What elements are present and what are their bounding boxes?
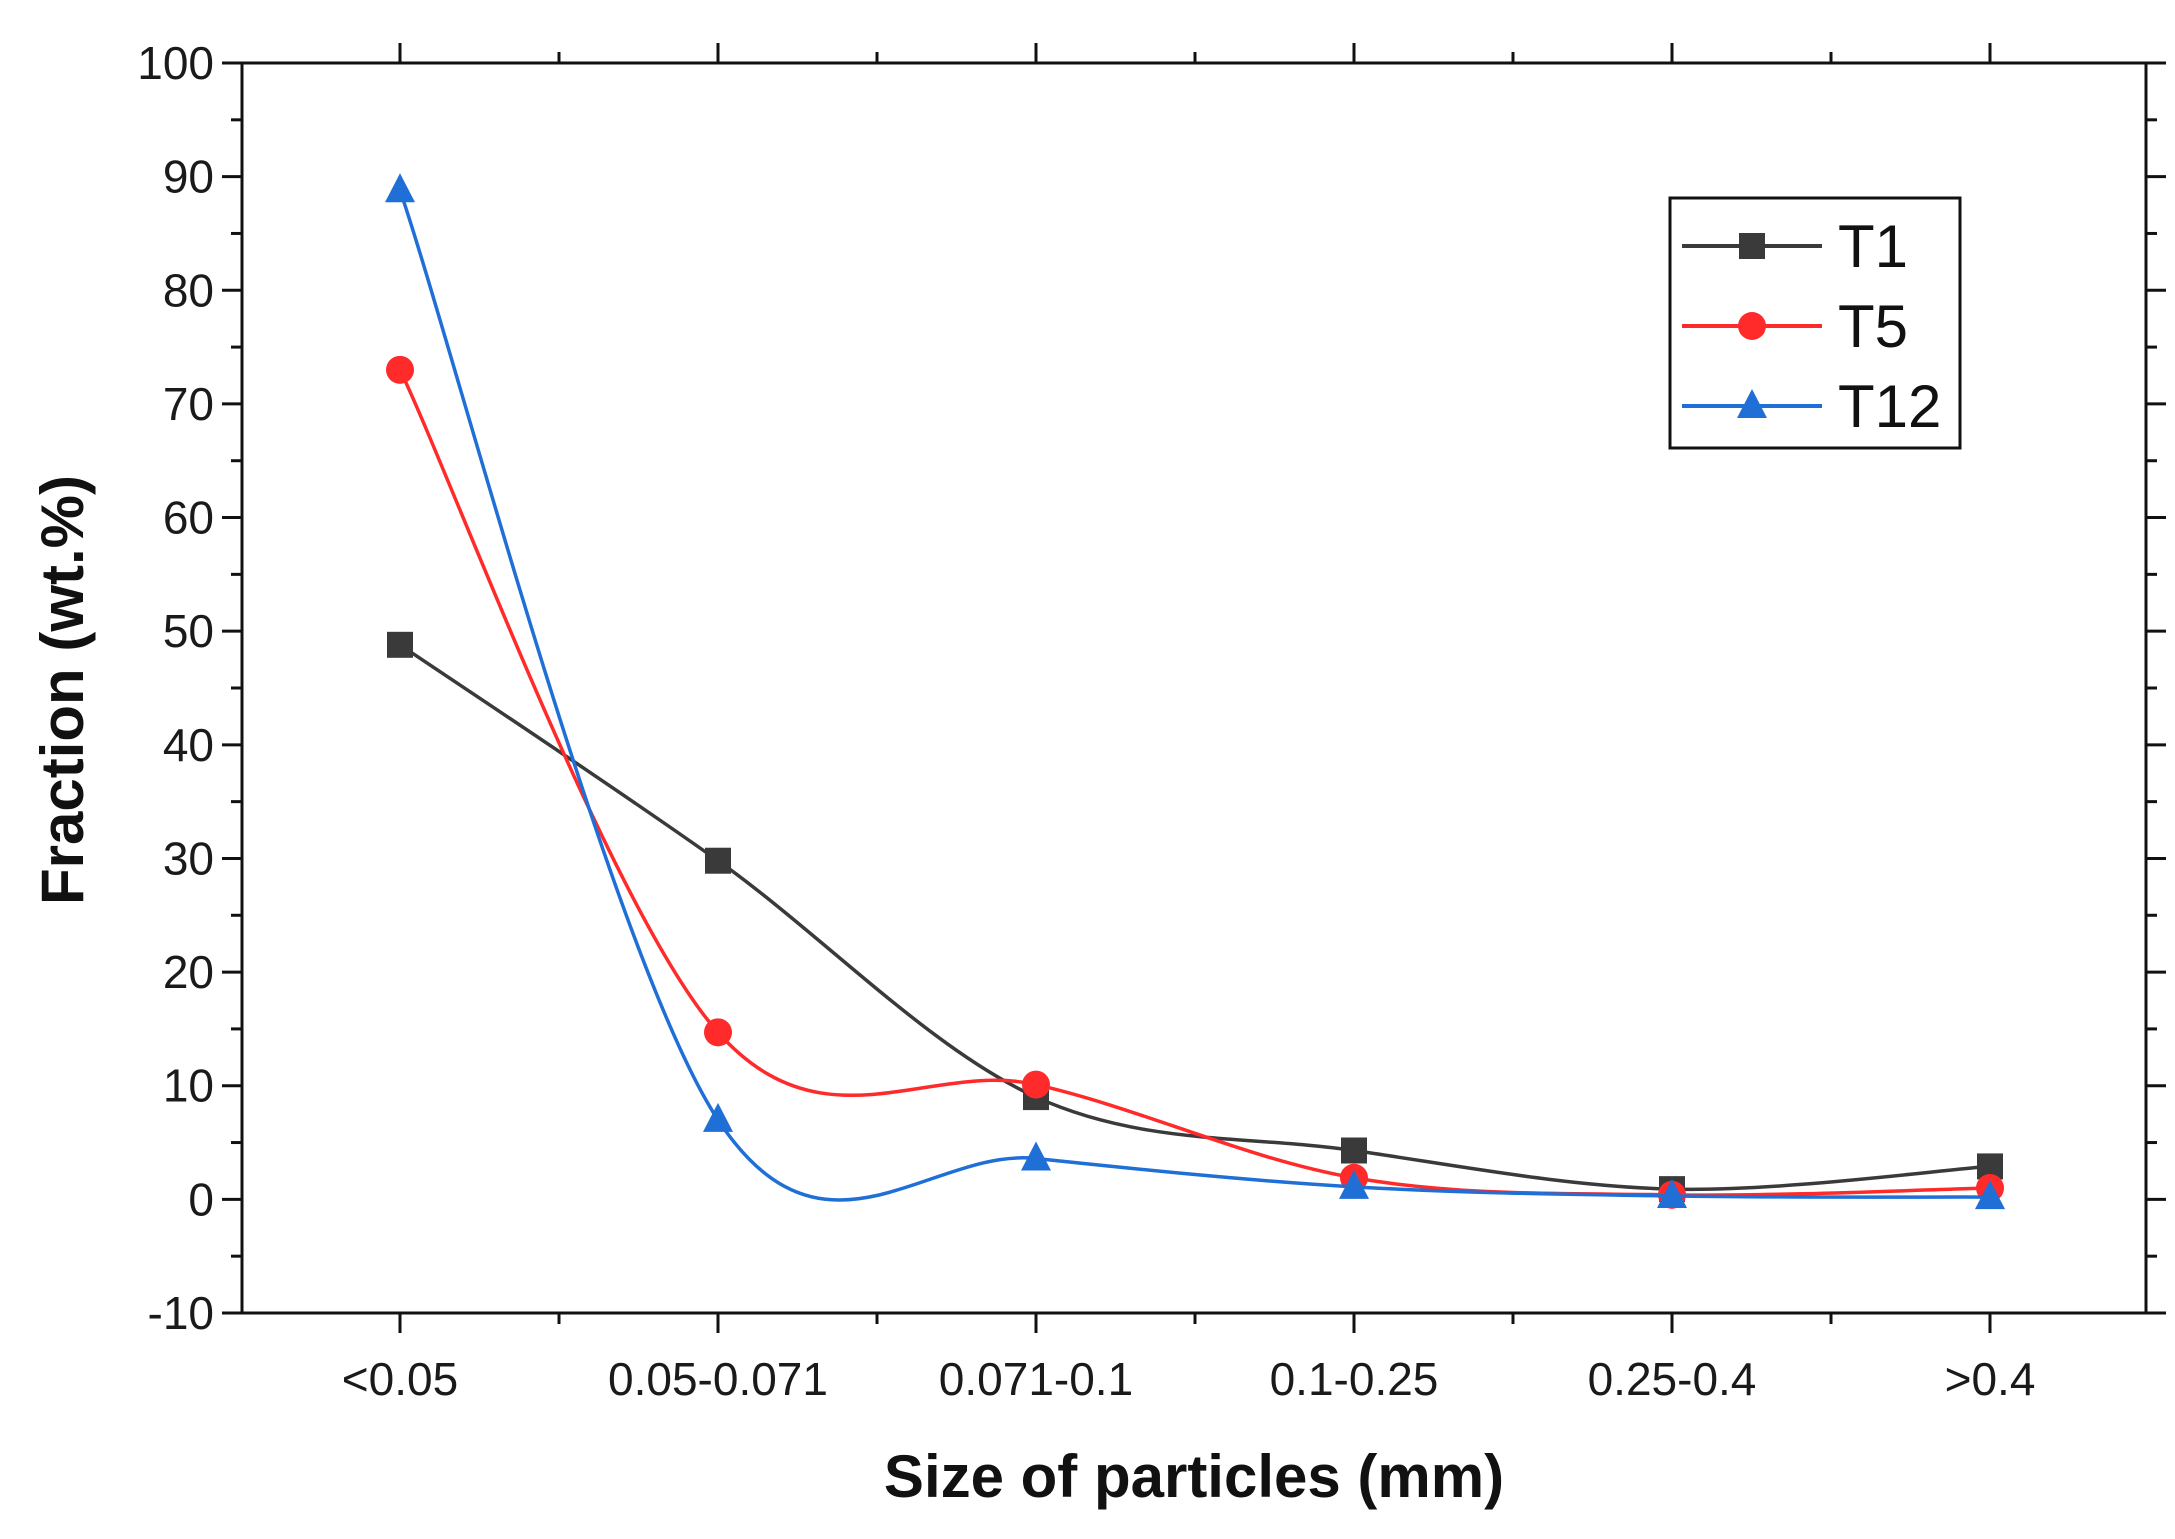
series-t5-point <box>1022 1070 1050 1099</box>
legend-t5-label: T5 <box>1838 293 1908 360</box>
y-tick-label: 0 <box>188 1173 214 1225</box>
series-t12-point <box>1657 1178 1687 1208</box>
y-tick-label: 20 <box>163 946 214 998</box>
series-t5-point <box>386 355 414 384</box>
x-tick-label: 0.05-0.071 <box>608 1353 828 1405</box>
y-axis-title: Fraction (wt.%) <box>29 475 96 905</box>
series-t12-point <box>1021 1141 1051 1171</box>
legend-t1-label: T1 <box>1838 213 1908 280</box>
y-tick-label: 90 <box>163 151 214 203</box>
x-tick-label: 0.1-0.25 <box>1270 1353 1439 1405</box>
series-t1-point <box>387 631 413 658</box>
y-tick-label: 70 <box>163 378 214 430</box>
series-t5-point <box>704 1018 732 1047</box>
legend-t12-label: T12 <box>1838 373 1941 440</box>
series-t12-point <box>1339 1169 1369 1199</box>
y-tick-label: 60 <box>163 492 214 544</box>
x-tick-label: 0.071-0.1 <box>939 1353 1133 1405</box>
y-tick-label: 10 <box>163 1060 214 1112</box>
y-tick-label: 50 <box>163 605 214 657</box>
legend: T1 T5 T12 <box>1668 196 1962 450</box>
legend-t12-marker <box>1737 389 1767 418</box>
y-tick-label: 30 <box>163 832 214 884</box>
y-tick-label: 80 <box>163 264 214 316</box>
y-tick-label: -10 <box>148 1287 214 1339</box>
series-t12-point <box>385 173 415 203</box>
series-t12-point <box>1975 1180 2005 1210</box>
series-t1-point <box>705 847 731 874</box>
series-layer <box>385 173 2005 1210</box>
series-t5-line <box>398 369 1991 1197</box>
series-t1-line <box>399 643 1991 1192</box>
series-t1-point <box>1341 1137 1367 1164</box>
axes: -10 0 10 20 30 40 50 60 70 80 90 100 <0.05 0.05-0.071… <box>137 37 2166 1405</box>
x-tick-label: <0.05 <box>342 1353 458 1405</box>
series-t12 <box>385 173 2005 1210</box>
legend-t5-marker <box>1738 312 1766 340</box>
y-tick-label: 40 <box>163 719 214 771</box>
series-t1 <box>387 631 2003 1203</box>
series-t12-point <box>703 1102 733 1132</box>
x-tick-label: 0.25-0.4 <box>1588 1353 1757 1405</box>
y-tick-label: 100 <box>137 37 214 89</box>
x-axis-title: Size of particles (mm) <box>884 1443 1504 1510</box>
series-t5 <box>386 355 2004 1209</box>
x-tick-label: >0.4 <box>1945 1353 2036 1405</box>
legend-t1-marker <box>1739 233 1765 259</box>
